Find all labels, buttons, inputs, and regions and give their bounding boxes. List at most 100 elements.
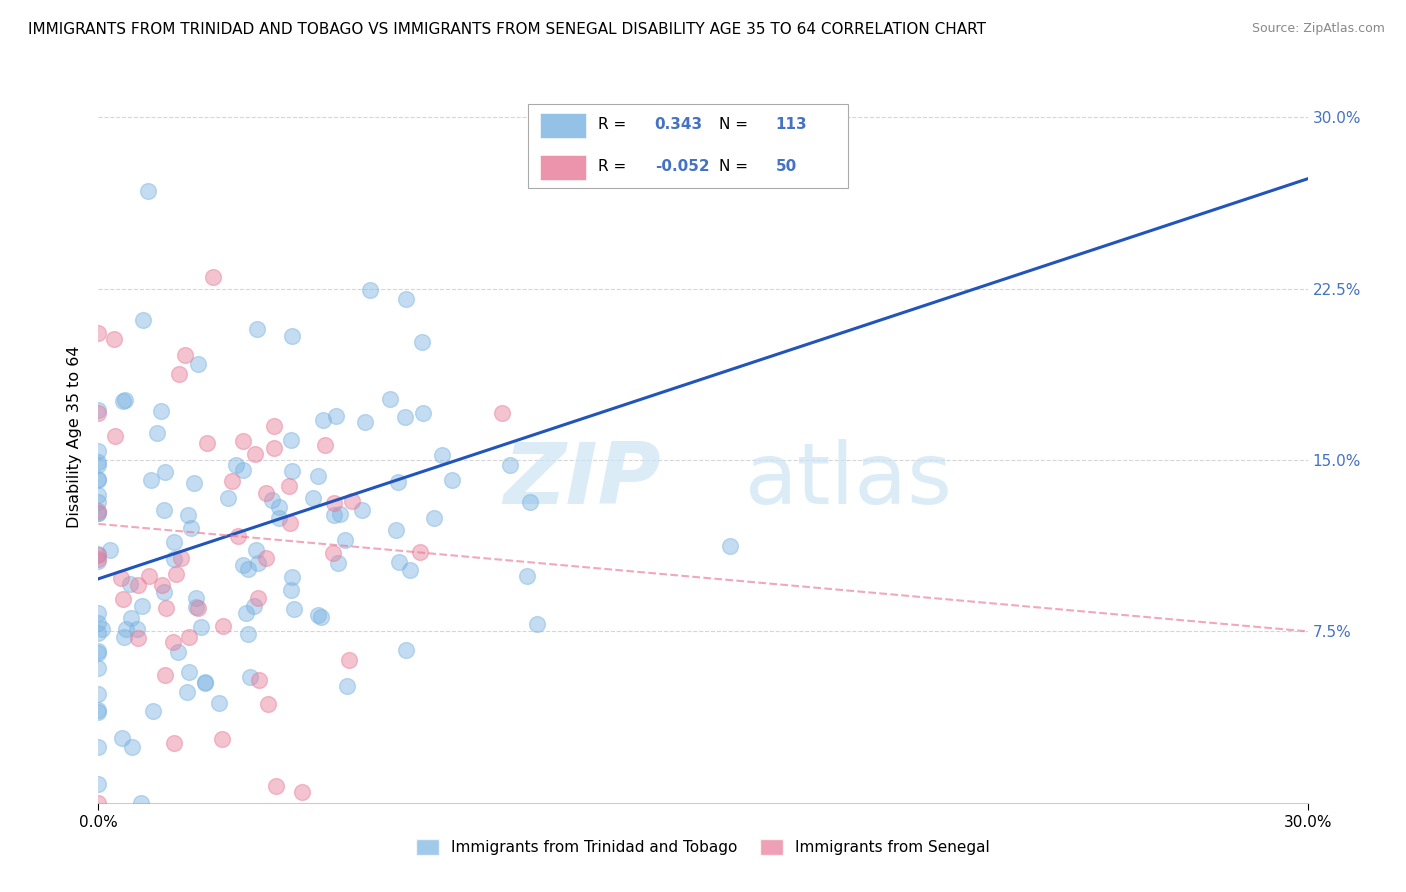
Y-axis label: Disability Age 35 to 64: Disability Age 35 to 64 bbox=[67, 346, 83, 528]
Point bbox=[314, 438, 336, 452]
Point bbox=[246, 322, 269, 336]
Point bbox=[87, 703, 110, 717]
Point bbox=[322, 508, 344, 523]
Point bbox=[87, 472, 110, 486]
Point bbox=[87, 488, 110, 502]
Point bbox=[145, 426, 167, 441]
Point bbox=[225, 458, 247, 472]
Point bbox=[243, 448, 266, 462]
Text: 50: 50 bbox=[776, 159, 797, 174]
Point bbox=[87, 606, 110, 620]
Point bbox=[325, 409, 347, 423]
Point bbox=[187, 601, 209, 615]
Point bbox=[526, 617, 548, 632]
Point bbox=[177, 508, 200, 523]
Point bbox=[167, 367, 190, 381]
Point bbox=[412, 406, 434, 420]
Text: R =: R = bbox=[598, 117, 631, 132]
Point bbox=[247, 556, 270, 570]
Point bbox=[110, 731, 132, 745]
Point bbox=[166, 645, 188, 659]
Point bbox=[87, 455, 110, 469]
Text: Source: ZipAtlas.com: Source: ZipAtlas.com bbox=[1251, 22, 1385, 36]
Point bbox=[307, 469, 329, 483]
Point bbox=[163, 552, 186, 566]
Point bbox=[498, 458, 520, 472]
Point bbox=[254, 486, 277, 500]
Point bbox=[283, 602, 305, 616]
Point bbox=[115, 622, 138, 636]
Point bbox=[173, 348, 195, 362]
Point bbox=[411, 335, 433, 350]
Text: N =: N = bbox=[718, 159, 752, 174]
Point bbox=[394, 410, 416, 425]
Point bbox=[184, 599, 207, 614]
Point bbox=[267, 511, 290, 525]
Point bbox=[87, 326, 110, 341]
Point bbox=[516, 569, 538, 583]
Point bbox=[359, 283, 381, 297]
Point bbox=[87, 552, 110, 566]
FancyBboxPatch shape bbox=[527, 104, 848, 188]
Point bbox=[257, 697, 280, 711]
Point bbox=[194, 676, 217, 690]
Point bbox=[201, 269, 224, 284]
Point bbox=[238, 562, 260, 576]
Point bbox=[87, 473, 110, 487]
Point bbox=[291, 785, 314, 799]
Point bbox=[141, 473, 163, 487]
Point bbox=[87, 554, 110, 568]
Point bbox=[380, 392, 402, 406]
Point bbox=[432, 448, 454, 462]
Point bbox=[385, 524, 408, 538]
Point bbox=[337, 653, 360, 667]
Point bbox=[177, 630, 200, 644]
Point bbox=[329, 507, 352, 521]
Point bbox=[440, 473, 463, 487]
Point bbox=[311, 413, 333, 427]
Point bbox=[138, 569, 160, 583]
Point bbox=[195, 435, 218, 450]
Point bbox=[263, 441, 285, 455]
Point bbox=[409, 544, 432, 558]
Point bbox=[246, 591, 269, 605]
Point bbox=[142, 704, 165, 718]
Point bbox=[153, 502, 176, 516]
Point bbox=[307, 608, 329, 623]
Point bbox=[340, 494, 363, 508]
Point bbox=[387, 475, 409, 489]
Point bbox=[121, 740, 143, 755]
Point bbox=[87, 507, 110, 521]
Point bbox=[269, 500, 291, 515]
Point bbox=[111, 591, 134, 606]
Point bbox=[112, 630, 135, 644]
Point bbox=[87, 547, 110, 561]
Point bbox=[243, 599, 266, 613]
Point bbox=[87, 705, 110, 719]
Point bbox=[155, 601, 177, 615]
Point bbox=[87, 504, 110, 518]
Point bbox=[352, 503, 374, 517]
Point bbox=[87, 506, 110, 520]
Point bbox=[87, 740, 110, 755]
Point bbox=[127, 578, 149, 592]
Point bbox=[103, 332, 125, 346]
Point bbox=[169, 551, 191, 566]
Point bbox=[150, 578, 173, 592]
Point bbox=[87, 458, 110, 472]
Point bbox=[103, 429, 125, 443]
Point bbox=[281, 329, 304, 343]
Point bbox=[211, 731, 233, 746]
Point bbox=[131, 599, 153, 613]
Point bbox=[280, 464, 302, 478]
Point bbox=[278, 516, 301, 531]
Point bbox=[131, 313, 153, 327]
Point bbox=[153, 466, 176, 480]
Text: IMMIGRANTS FROM TRINIDAD AND TOBAGO VS IMMIGRANTS FROM SENEGAL DISABILITY AGE 35: IMMIGRANTS FROM TRINIDAD AND TOBAGO VS I… bbox=[28, 22, 986, 37]
Point bbox=[281, 570, 304, 584]
Point bbox=[395, 643, 418, 657]
Point bbox=[163, 736, 186, 750]
Point bbox=[388, 555, 411, 569]
Point bbox=[422, 510, 444, 524]
Point bbox=[165, 566, 187, 581]
